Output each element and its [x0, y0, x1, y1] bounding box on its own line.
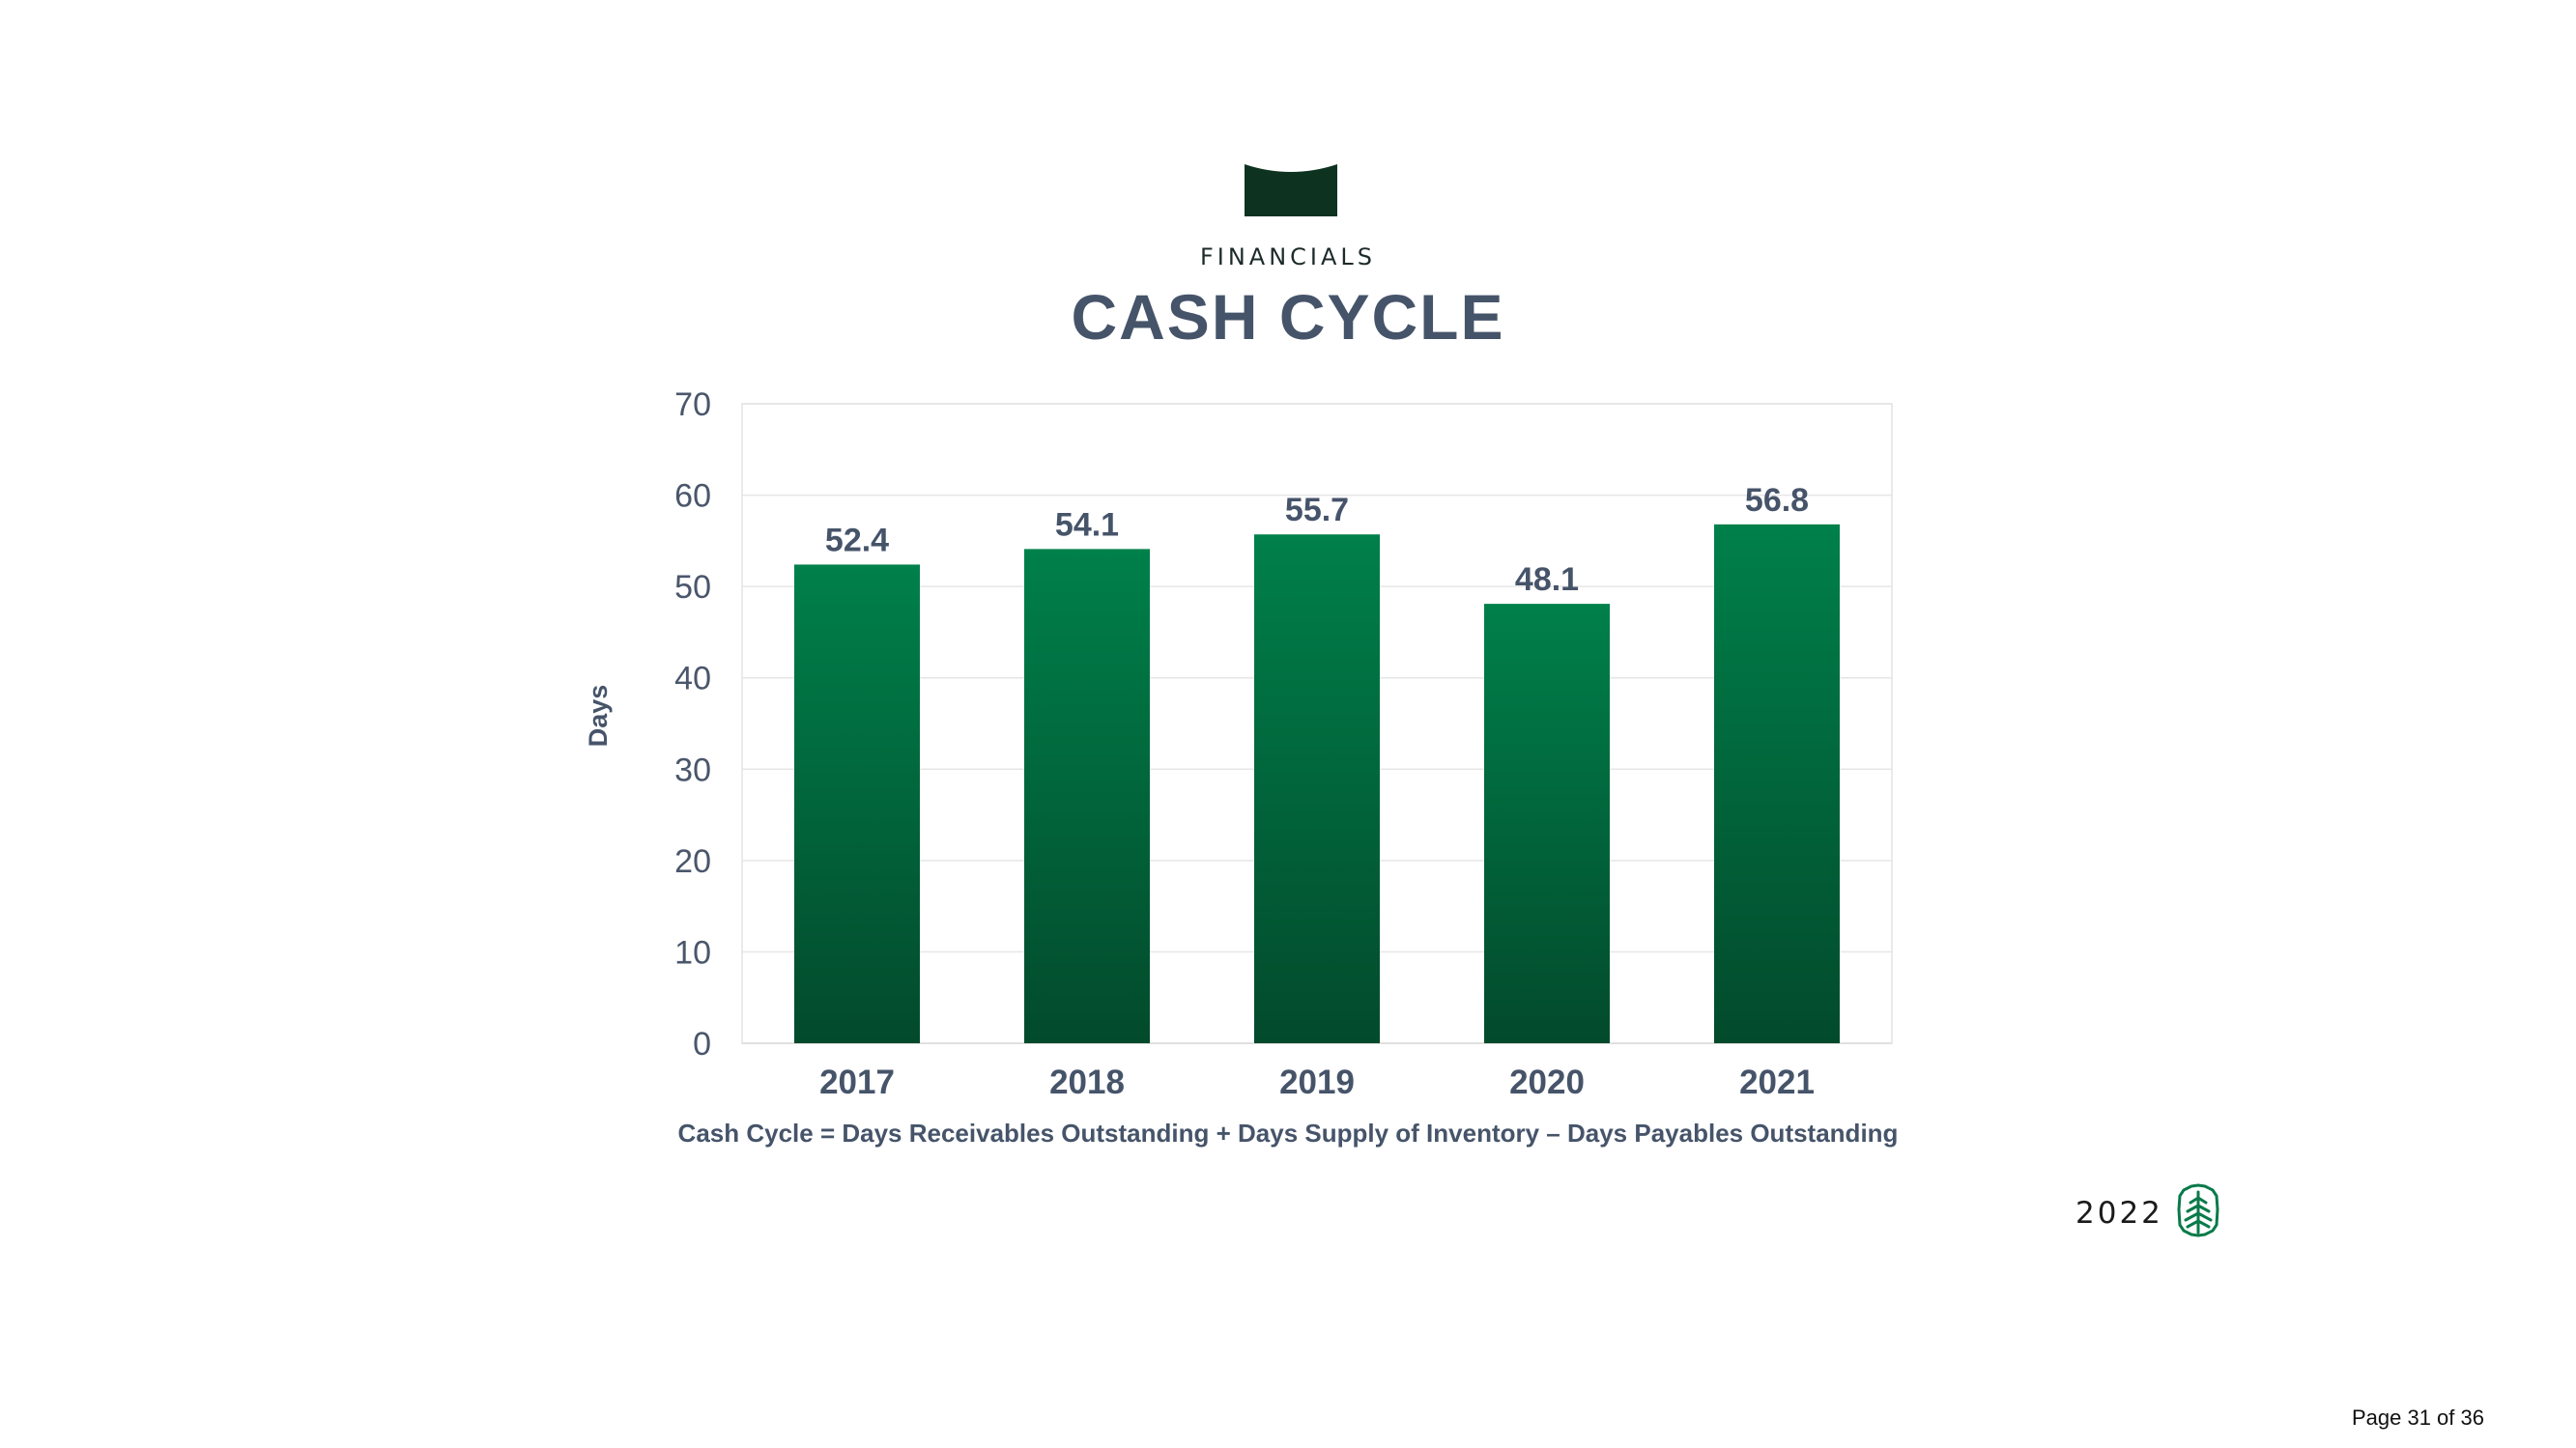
x-tick-label: 2021 [1739, 1064, 1815, 1101]
y-tick-label: 0 [693, 1026, 711, 1063]
y-tick-label: 40 [674, 661, 711, 697]
page-title: CASH CYCLE [1071, 281, 1505, 353]
y-tick-label: 50 [674, 569, 711, 606]
section-label: FINANCIALS [1199, 243, 1377, 270]
bar-2018 [1024, 549, 1150, 1043]
brand-year: 2022 [2075, 1196, 2163, 1231]
y-tick-label: 70 [674, 386, 711, 423]
data-label-2018: 54.1 [1055, 506, 1119, 543]
y-tick-label: 60 [674, 478, 711, 515]
data-label-2021: 56.8 [1745, 482, 1809, 519]
bar-2017 [794, 564, 920, 1043]
y-tick-label: 30 [674, 752, 711, 788]
tab-emblem-icon [1245, 164, 1337, 216]
y-tick-label: 10 [674, 934, 711, 971]
bar-2021 [1714, 524, 1840, 1043]
y-axis-ticks: 0 10 20 30 40 50 60 70 [674, 386, 711, 1063]
x-tick-label: 2020 [1509, 1064, 1585, 1101]
x-tick-label: 2017 [819, 1064, 895, 1101]
page-number: Page 31 of 36 [2351, 1405, 2484, 1430]
data-label-2019: 55.7 [1285, 492, 1349, 528]
data-label-2020: 48.1 [1515, 561, 1579, 598]
data-label-2017: 52.4 [825, 522, 889, 558]
y-tick-label: 20 [674, 843, 711, 880]
bar-2020 [1484, 604, 1610, 1043]
y-axis-title: Days [584, 685, 613, 748]
x-tick-label: 2018 [1049, 1064, 1125, 1101]
x-tick-label: 2019 [1279, 1064, 1355, 1101]
tree-logo-icon [2177, 1183, 2219, 1237]
footnote: Cash Cycle = Days Receivables Outstandin… [677, 1119, 1899, 1148]
bars [794, 524, 1840, 1043]
bar-2019 [1254, 534, 1380, 1043]
x-axis-ticks: 2017 2018 2019 2020 2021 [819, 1064, 1815, 1101]
data-labels: 52.4 54.1 55.7 48.1 56.8 [825, 482, 1809, 598]
